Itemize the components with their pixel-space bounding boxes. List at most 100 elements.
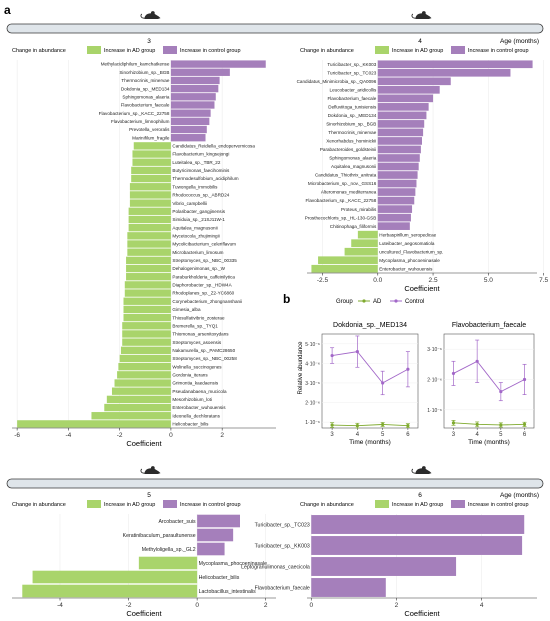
- category-label: Defluviitoga_tunisiensis: [328, 105, 377, 110]
- x-tick-label: 7.5: [539, 277, 548, 284]
- bar: [128, 207, 171, 215]
- category-label: Dokdonia_sp._MED134: [328, 113, 377, 118]
- y-tick-label: 5·10⁻⁶: [305, 342, 320, 348]
- category-label: Thermocrinis_minervae: [121, 78, 169, 83]
- bar: [170, 68, 230, 76]
- category-label: Bremerella_sp._TYQ1: [172, 323, 218, 328]
- y-tick-label: 3·10⁻⁶: [427, 347, 442, 353]
- series-line-AD: [332, 424, 408, 427]
- timeline-axis-label-bottom: Age (months): [500, 492, 539, 499]
- category-label: Nakamurella_sp._PAMC28650: [172, 348, 235, 353]
- category-label: Sphingomonas_alaeria: [329, 156, 376, 161]
- bar: [126, 264, 171, 273]
- bar: [128, 215, 171, 224]
- bar: [377, 222, 410, 230]
- category-label: Marinifilum_fragile: [132, 135, 170, 140]
- category-label: Gordonia_iterans: [172, 373, 208, 378]
- category-label: Flavobacterium_limnophilum: [111, 119, 170, 124]
- category-label: Flavobacterium_faecale: [255, 585, 310, 591]
- bar: [377, 120, 425, 128]
- bar: [311, 515, 525, 534]
- category-label: Thermocrinis_minervae: [328, 130, 376, 135]
- category-label: Turicibacter_sp._KK003: [255, 543, 310, 549]
- timeline-age-label-6: 6: [418, 492, 422, 499]
- x-tick-label: 6: [523, 432, 527, 438]
- bar-chart-age-5: Arcobacter_suis Keratinibaculum_paraultun…: [12, 514, 276, 618]
- category-label: Wolinella_succinogenes: [172, 364, 222, 369]
- legend-line-chart: Group AD Control: [336, 299, 424, 305]
- y-tick-label: 2·10⁻⁶: [305, 401, 320, 407]
- category-label: Leptogranulimonas_caecicola: [241, 564, 310, 570]
- data-point: [330, 423, 334, 427]
- category-label: uncultured_Flavobacterium_sp.: [379, 249, 443, 254]
- category-label: Rhodoplanes_sp._Z2-YC6860: [172, 291, 234, 296]
- category-label: Herbaspirillum_seropedicae: [379, 232, 436, 237]
- bar: [377, 171, 418, 179]
- plot-background: [12, 514, 276, 598]
- line-chart-title: Dokdonia_sp._MED134: [333, 322, 407, 329]
- x-tick-label: 5: [499, 432, 503, 438]
- x-tick-label: 5.0: [484, 277, 493, 284]
- legend-label-ad: Increase in AD group: [104, 502, 155, 508]
- legend-swatch-control: [451, 500, 465, 508]
- plot-frame: [443, 333, 535, 429]
- category-label: Methyloligella_sp._GL2: [142, 547, 196, 553]
- data-point: [522, 422, 527, 426]
- x-tick-label: -2: [126, 602, 132, 609]
- x-tick-label: 2: [220, 432, 224, 439]
- x-tick-label: -4: [65, 432, 71, 439]
- data-point: [451, 371, 456, 376]
- legend-swatch-control: [451, 46, 465, 54]
- x-tick-label: 5: [381, 432, 385, 438]
- legend-age-3: Change in abundance Increase in AD group…: [12, 46, 241, 54]
- data-point: [475, 359, 479, 363]
- bar: [118, 362, 171, 371]
- mouse-icon: [140, 11, 161, 19]
- category-label: Luteibacter_aegosomatiola: [379, 241, 435, 246]
- timeline-age-label-3: 3: [147, 38, 151, 45]
- x-tick-label: 4: [356, 432, 360, 438]
- legend-age-5: Change in abundance Increase in AD group…: [12, 500, 241, 508]
- category-label: Flavobacterium_faecale: [121, 103, 170, 108]
- category-label: Sinorhizobium_sp._BGB: [326, 122, 376, 127]
- bar: [32, 570, 198, 584]
- category-label: Candidatus_Minimicrobia_sp._QA0096: [297, 79, 377, 84]
- series-line-Control: [332, 351, 409, 384]
- legend-swatch-ad: [375, 46, 389, 54]
- bar: [117, 371, 171, 379]
- bar: [377, 137, 422, 145]
- data-point: [406, 424, 410, 428]
- y-tick-label: 3·10⁻⁶: [305, 381, 320, 387]
- category-label: Parabacteroides_goldsteinii: [320, 147, 376, 152]
- bar: [122, 338, 171, 346]
- legend-title: Change in abundance: [300, 502, 354, 508]
- category-label: Polaribacter_gangjinensis: [172, 209, 225, 214]
- panel-label-b: b: [283, 292, 290, 306]
- x-tick-label: 0.0: [373, 277, 382, 284]
- data-point: [355, 424, 359, 428]
- category-label: Chitinophaga_filiformis: [330, 224, 377, 229]
- bar: [377, 60, 533, 69]
- bar: [377, 77, 451, 86]
- category-label: Grimontia_kaedaensis: [172, 381, 218, 386]
- bar: [129, 183, 171, 191]
- bar: [126, 273, 171, 281]
- bar: [357, 230, 378, 239]
- category-label: Aquitalea_magnusonii: [172, 225, 217, 230]
- category-label: Corynebacterium_zhongnanshanii: [172, 299, 242, 304]
- bar: [170, 93, 216, 101]
- x-tick-label: 2.5: [429, 277, 438, 284]
- bar: [122, 322, 171, 330]
- category-label: Ideonella_dechloratans: [172, 413, 220, 418]
- line-chart-ylabel: Relative abundance: [298, 341, 304, 395]
- bar: [377, 205, 413, 213]
- category-label: Arcobacter_suis: [158, 519, 196, 525]
- category-label: Microbacterium_sp._nov._GSS16: [308, 181, 377, 186]
- x-tick-label: 2: [264, 602, 268, 609]
- series-line-AD: [453, 422, 525, 426]
- bar: [311, 557, 457, 576]
- bar: [22, 584, 198, 598]
- category-label: Thiosulfativibrio_zosterae: [172, 315, 225, 320]
- data-point: [475, 422, 479, 426]
- category-label: Gimesia_alba: [172, 307, 201, 312]
